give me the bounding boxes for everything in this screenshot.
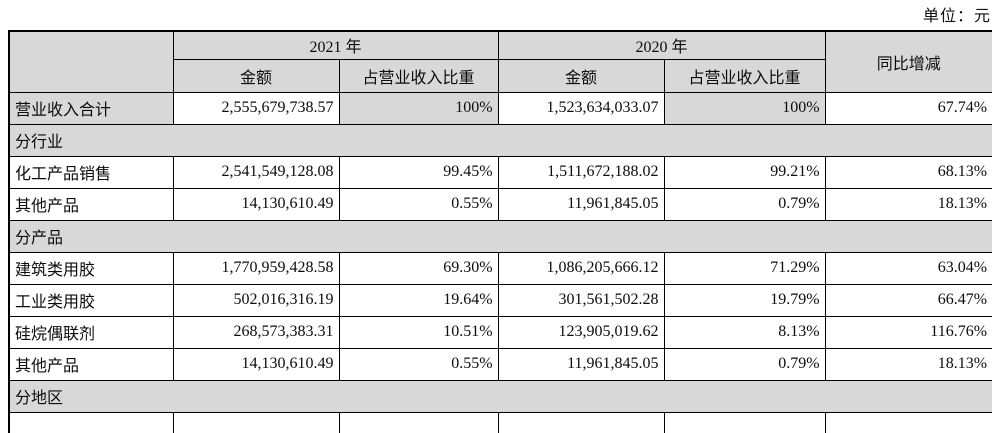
header-row-years: 2021 年 2020 年 同比增减	[8, 30, 992, 93]
ratio-2021-cell	[338, 411, 499, 433]
yoy-cell	[824, 411, 992, 433]
yoy-cell: 67.74%	[824, 91, 992, 125]
row-label-cell: 建筑类用胶	[8, 251, 174, 285]
ratio-2021-cell: 69.30%	[338, 251, 499, 285]
ratio-2021-cell: 19.64%	[338, 283, 499, 317]
ratio-2021-cell: 0.55%	[338, 187, 499, 221]
table-row-construction-adhesive: 建筑类用胶 1,770,959,428.58 69.30% 1,086,205,…	[8, 251, 992, 285]
yoy-cell: 68.13%	[824, 155, 992, 189]
table-row-chemical-sales: 化工产品销售 2,541,549,128.08 99.45% 1,511,672…	[8, 155, 992, 189]
header-year-2021: 2021 年	[172, 30, 499, 60]
section-row-industry: 分行业	[8, 123, 992, 157]
ratio-2020-cell: 8.13%	[663, 315, 826, 349]
row-label-cell: 化工产品销售	[8, 155, 174, 189]
header-year-2020: 2020 年	[497, 30, 826, 60]
revenue-breakdown-table: 2021 年 2020 年 同比增减 金额 占营业收入比重 金额 占营业收入比重…	[8, 30, 992, 433]
table-row-total: 营业收入合计 2,555,679,738.57 100% 1,523,634,0…	[8, 91, 992, 125]
amount-2021-cell: 14,130,610.49	[172, 347, 340, 381]
section-label-cell: 分地区	[8, 379, 992, 413]
row-label-cell	[8, 411, 174, 433]
ratio-2020-cell: 19.79%	[663, 283, 826, 317]
row-label-cell: 其他产品	[8, 347, 174, 381]
amount-2021-cell: 14,130,610.49	[172, 187, 340, 221]
header-amount-2021: 金额	[172, 58, 340, 93]
amount-2021-cell	[172, 411, 340, 433]
ratio-2021-cell: 0.55%	[338, 347, 499, 381]
table-row-other-products-product: 其他产品 14,130,610.49 0.55% 11,961,845.05 0…	[8, 347, 992, 381]
amount-2021-cell: 1,770,959,428.58	[172, 251, 340, 285]
section-row-region: 分地区	[8, 379, 992, 413]
ratio-2020-cell: 71.29%	[663, 251, 826, 285]
unit-label: 单位：元	[922, 8, 991, 25]
header-ratio-2020: 占营业收入比重	[663, 58, 826, 93]
ratio-2021-cell: 99.45%	[338, 155, 499, 189]
ratio-2021-cell: 10.51%	[338, 315, 499, 349]
amount-2021-cell: 2,555,679,738.57	[172, 91, 340, 125]
amount-2020-cell	[497, 411, 665, 433]
ratio-2020-cell: 0.79%	[663, 347, 826, 381]
ratio-2020-cell: 0.79%	[663, 187, 826, 221]
yoy-cell: 66.47%	[824, 283, 992, 317]
section-label-cell: 分产品	[8, 219, 992, 253]
revenue-table-container: 2021 年 2020 年 同比增减 金额 占营业收入比重 金额 占营业收入比重…	[8, 30, 992, 433]
header-row-measures: 金额 占营业收入比重 金额 占营业收入比重	[9, 58, 992, 93]
header-yoy: 同比增减	[824, 30, 992, 93]
row-label-cell: 营业收入合计	[8, 91, 174, 125]
amount-2020-cell: 301,561,502.28	[497, 283, 665, 317]
header-ratio-2021: 占营业收入比重	[338, 58, 499, 93]
amount-2021-cell: 2,541,549,128.08	[172, 155, 340, 189]
yoy-cell: 18.13%	[824, 187, 992, 221]
yoy-cell: 116.76%	[824, 315, 992, 349]
amount-2020-cell: 11,961,845.05	[497, 187, 665, 221]
row-label-cell: 工业类用胶	[8, 283, 174, 317]
table-row-clipped	[8, 411, 992, 433]
section-row-product: 分产品	[8, 219, 992, 253]
ratio-2020-cell	[663, 411, 826, 433]
ratio-2020-cell: 100%	[663, 91, 826, 125]
amount-2020-cell: 1,086,205,666.12	[497, 251, 665, 285]
row-label-cell: 硅烷偶联剂	[8, 315, 174, 349]
amount-2020-cell: 1,511,672,188.02	[497, 155, 665, 189]
amount-2020-cell: 11,961,845.05	[497, 347, 665, 381]
section-label-cell: 分行业	[8, 123, 992, 157]
amount-2020-cell: 1,523,634,033.07	[497, 91, 665, 125]
header-corner-cell	[8, 30, 174, 93]
amount-2021-cell: 502,016,316.19	[172, 283, 340, 317]
table-row-other-products-industry: 其他产品 14,130,610.49 0.55% 11,961,845.05 0…	[8, 187, 992, 221]
table-row-silane-coupling-agent: 硅烷偶联剂 268,573,383.31 10.51% 123,905,019.…	[8, 315, 992, 349]
yoy-cell: 63.04%	[824, 251, 992, 285]
table-row-industrial-adhesive: 工业类用胶 502,016,316.19 19.64% 301,561,502.…	[8, 283, 992, 317]
header-amount-2020: 金额	[497, 58, 665, 93]
ratio-2021-cell: 100%	[338, 91, 499, 125]
row-label-cell: 其他产品	[8, 187, 174, 221]
yoy-cell: 18.13%	[824, 347, 992, 381]
ratio-2020-cell: 99.21%	[663, 155, 826, 189]
amount-2020-cell: 123,905,019.62	[497, 315, 665, 349]
amount-2021-cell: 268,573,383.31	[172, 315, 340, 349]
